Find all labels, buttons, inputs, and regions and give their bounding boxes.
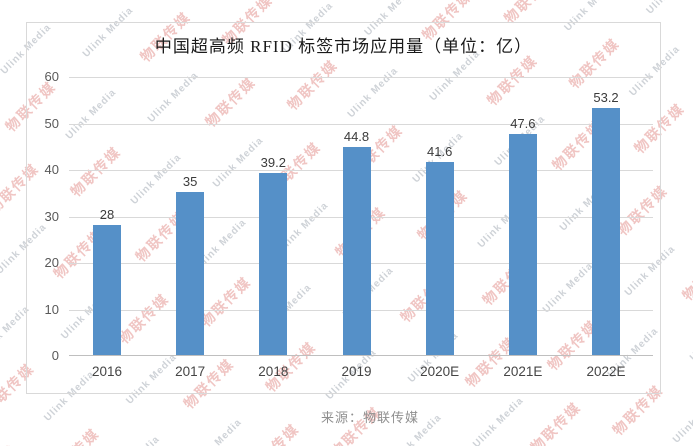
- bar-value-label-2021E: 47.6: [510, 115, 536, 131]
- x-tick-label-2022E: 2022E: [586, 364, 626, 379]
- bar-value-label-2020E: 41.6: [427, 143, 453, 159]
- watermark-cn-text: 物联传媒: [247, 422, 303, 446]
- watermark-cn-text: 物联传媒: [73, 0, 129, 1]
- watermark-en-text: Ulink Media: [471, 395, 526, 446]
- bar-2018: [259, 172, 288, 355]
- bar-value-label-2017: 35: [182, 174, 198, 190]
- chart-title: 中国超高频 RFID 标签市场应用量（单位：亿）: [154, 37, 533, 56]
- watermark-cn-text: 物联传媒: [47, 426, 103, 446]
- bar-2020E: [425, 161, 454, 355]
- watermark-en-text: Ulink Media: [644, 0, 693, 17]
- bar-group-2020E: 41.6: [398, 76, 481, 355]
- y-tick-label-20: 20: [44, 255, 59, 270]
- source-caption: 来源：物联传媒: [320, 410, 420, 425]
- watermark-en-text: Ulink Media: [189, 416, 245, 446]
- x-tick-label-2020E: 2020E: [420, 364, 460, 379]
- plot-area: 60 50 40 30 20 10 0 28 35 39.2 44.8 41.6 47.6 53.2 2…: [45, 69, 653, 379]
- bar-group-2016: 28: [66, 76, 149, 355]
- bar-value-label-2018: 39.2: [260, 154, 286, 170]
- y-tick-label-50: 50: [44, 115, 59, 131]
- bar-value-label-2022E: 53.2: [593, 89, 619, 105]
- chart-frame: 中国超高频 RFID 标签市场应用量（单位：亿） 60 50 40 30 20 10 0 2…: [26, 22, 661, 394]
- x-tick-label-2018: 2018: [258, 364, 289, 379]
- y-tick-label-40: 40: [44, 162, 59, 177]
- x-tick-label-2017: 2017: [175, 364, 206, 379]
- bar-group-2019: 44.8: [315, 76, 398, 355]
- x-tick-label-2016: 2016: [91, 364, 123, 379]
- bar-group-2017: 35: [149, 76, 232, 355]
- bar-value-label-2019: 44.8: [343, 128, 370, 144]
- bar-2016: [93, 224, 121, 355]
- bar-group-2021E: 47.6: [481, 76, 564, 355]
- bar-2021E: [508, 133, 537, 355]
- x-tick-label-2021E: 2021E: [503, 364, 543, 379]
- bar-value-label-2016: 28: [99, 206, 115, 222]
- y-tick-label-0: 0: [51, 348, 59, 363]
- watermark-en-text: Ulink Media: [670, 391, 693, 446]
- x-axis-line: [69, 355, 653, 356]
- y-tick-label-10: 10: [44, 301, 59, 317]
- watermark-en-text: Ulink Media: [687, 309, 693, 364]
- watermark-cn-text: 物联传媒: [680, 248, 693, 305]
- bar-2022E: [592, 107, 621, 355]
- gridline-50: [69, 123, 653, 125]
- y-tick-label-60: 60: [44, 69, 59, 84]
- y-tick-label-30: 30: [44, 208, 59, 224]
- watermark-cn-text: 物联传媒: [528, 400, 585, 446]
- gridline-60: [69, 77, 653, 78]
- bar-2019: [342, 146, 371, 355]
- x-tick-label-2019: 2019: [341, 364, 372, 379]
- bar-2017: [176, 192, 205, 355]
- bar-group-2022E: 53.2: [565, 76, 648, 355]
- bar-group-2018: 39.2: [232, 76, 315, 355]
- watermark-en-text: Ulink Media: [107, 434, 162, 446]
